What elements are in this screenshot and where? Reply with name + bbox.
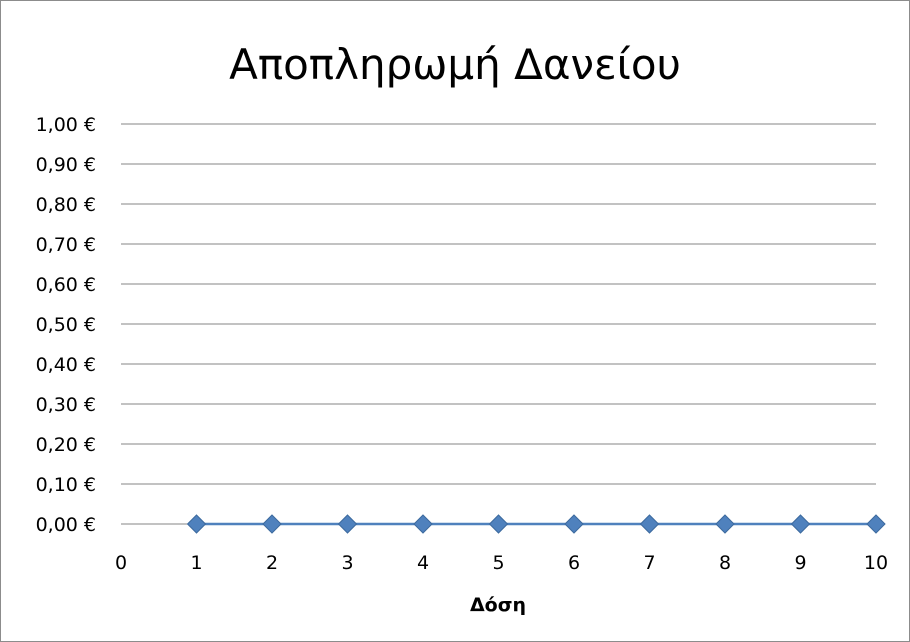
data-point-marker xyxy=(186,514,207,534)
y-tick-label: 0,70 € xyxy=(36,234,96,256)
x-axis-title: Δόση xyxy=(470,594,526,616)
x-tick-label: 8 xyxy=(719,552,731,574)
y-tick-label: 0,90 € xyxy=(36,154,96,176)
x-tick-label: 5 xyxy=(492,552,504,574)
x-tick-label: 9 xyxy=(794,552,806,574)
x-axis-tick-labels: 0 1 2 3 4 5 6 7 8 9 10 xyxy=(115,552,888,574)
data-point-marker xyxy=(715,514,735,534)
x-tick-label: 6 xyxy=(568,552,580,574)
data-point-marker xyxy=(337,514,358,534)
y-axis-tick-labels: 0,00 € 0,10 € 0,20 € 0,30 € 0,40 € 0,50 € 0,60… xyxy=(36,114,96,536)
y-tick-label: 0,80 € xyxy=(36,194,96,216)
x-tick-label: 10 xyxy=(864,552,888,574)
gridlines xyxy=(121,123,876,525)
data-point-marker xyxy=(564,514,584,534)
data-point-marker xyxy=(639,514,660,534)
data-point-marker xyxy=(866,514,886,534)
y-tick-label: 0,30 € xyxy=(36,394,96,416)
y-tick-label: 0,50 € xyxy=(36,314,96,336)
x-tick-label: 2 xyxy=(266,552,278,574)
chart-title: Αποπληρωμή Δανείου xyxy=(229,40,681,89)
y-tick-label: 0,10 € xyxy=(36,474,96,496)
x-tick-label: 7 xyxy=(643,552,655,574)
y-tick-label: 0,00 € xyxy=(36,514,96,536)
data-point-marker xyxy=(413,514,433,534)
x-tick-label: 0 xyxy=(115,552,127,574)
y-tick-label: 0,20 € xyxy=(36,434,96,456)
x-tick-label: 3 xyxy=(341,552,353,574)
y-tick-label: 0,40 € xyxy=(36,354,96,376)
data-point-marker xyxy=(790,514,811,534)
y-tick-label: 0,60 € xyxy=(36,274,96,296)
data-point-marker xyxy=(488,514,509,534)
x-tick-label: 4 xyxy=(417,552,429,574)
x-tick-label: 1 xyxy=(190,552,202,574)
y-tick-label: 1,00 € xyxy=(36,114,96,136)
data-point-marker xyxy=(262,514,282,534)
series-layer xyxy=(186,514,886,534)
